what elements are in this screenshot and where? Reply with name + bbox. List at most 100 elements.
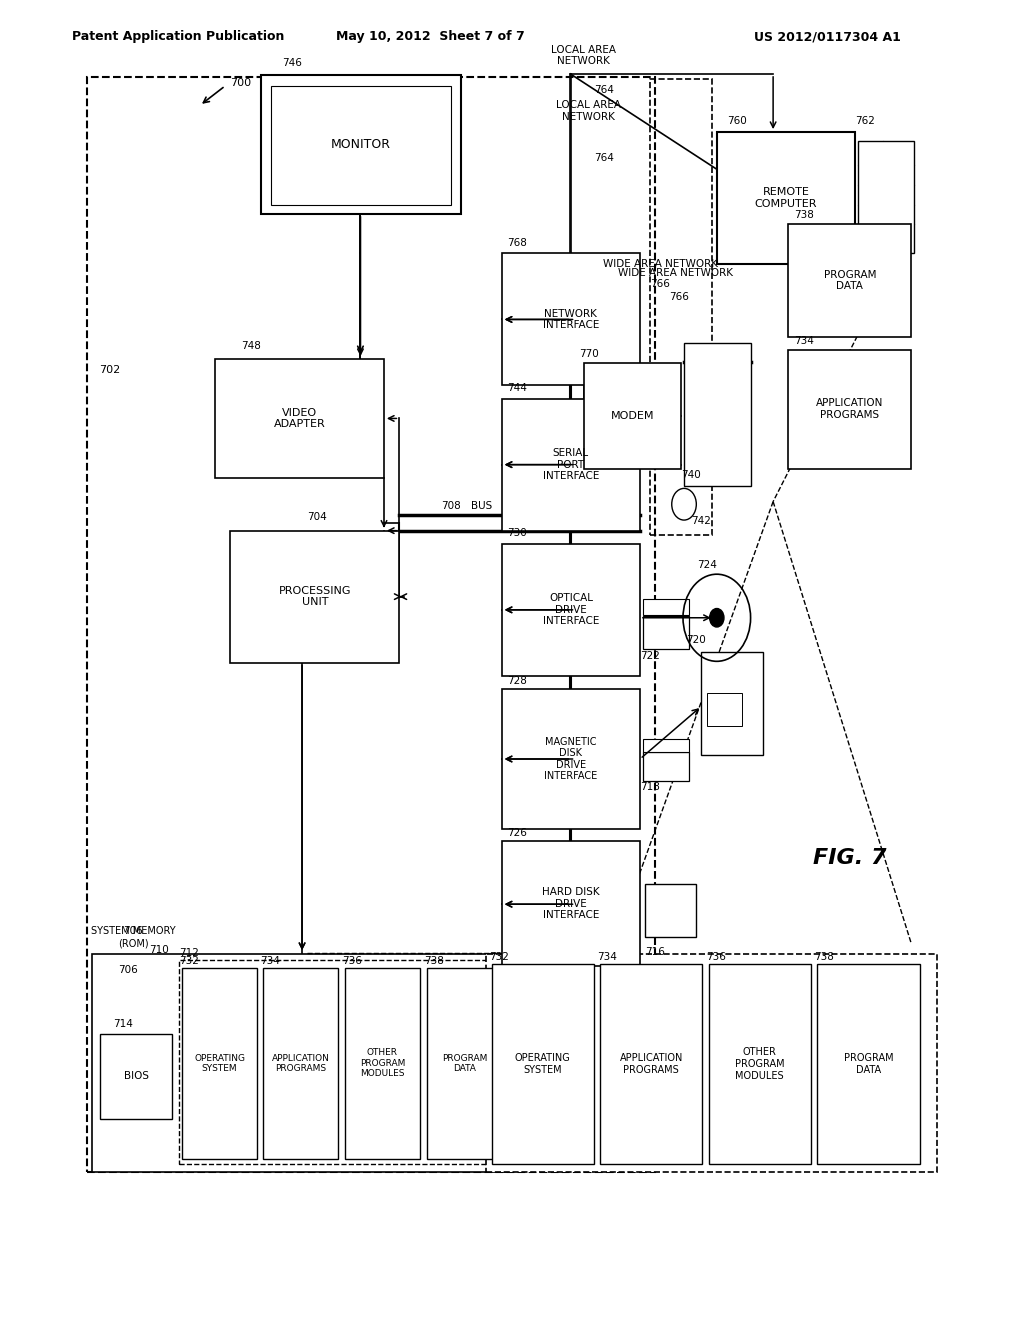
FancyBboxPatch shape [486,954,937,1172]
Text: US 2012/0117304 A1: US 2012/0117304 A1 [755,30,901,44]
Text: WIDE AREA NETWORK: WIDE AREA NETWORK [618,268,733,279]
Text: PROCESSING
UNIT: PROCESSING UNIT [279,586,351,607]
Text: 706: 706 [123,925,143,936]
Text: 700: 700 [230,78,251,88]
FancyBboxPatch shape [701,652,763,755]
Text: 724: 724 [696,560,717,570]
FancyBboxPatch shape [717,132,855,264]
FancyBboxPatch shape [643,752,689,781]
Text: 730: 730 [507,528,527,539]
Text: OPTICAL
DRIVE
INTERFACE: OPTICAL DRIVE INTERFACE [543,593,599,627]
FancyBboxPatch shape [643,599,689,615]
Text: MODEM: MODEM [610,411,654,421]
Text: 740: 740 [681,470,701,480]
Text: PROGRAM
DATA: PROGRAM DATA [844,1053,893,1074]
Text: MAGNETIC
DISK
DRIVE
INTERFACE: MAGNETIC DISK DRIVE INTERFACE [544,737,598,781]
Text: 732: 732 [488,952,509,962]
Text: 728: 728 [507,676,527,686]
FancyBboxPatch shape [684,343,751,486]
Text: 702: 702 [99,364,120,375]
Text: OPERATING
SYSTEM: OPERATING SYSTEM [515,1053,570,1074]
Text: 706: 706 [118,965,138,975]
Text: 734: 734 [260,956,281,966]
Text: 736: 736 [706,952,726,962]
Text: 704: 704 [307,512,328,523]
Text: REMOTE
COMPUTER: REMOTE COMPUTER [755,187,817,209]
Text: 720: 720 [686,635,707,645]
Text: PROGRAM
DATA: PROGRAM DATA [823,269,877,292]
Text: 736: 736 [342,956,362,966]
FancyBboxPatch shape [643,739,689,752]
Text: 732: 732 [179,956,200,966]
Text: 762: 762 [855,116,876,127]
Text: SERIAL
PORT
INTERFACE: SERIAL PORT INTERFACE [543,447,599,482]
Text: APPLICATION
PROGRAMS: APPLICATION PROGRAMS [620,1053,683,1074]
Text: WIDE AREA NETWORK: WIDE AREA NETWORK [603,259,718,269]
Text: 718: 718 [640,781,660,792]
Text: OTHER
PROGRAM
MODULES: OTHER PROGRAM MODULES [735,1047,784,1081]
Text: APPLICATION
PROGRAMS: APPLICATION PROGRAMS [816,399,884,420]
Text: 768: 768 [507,238,527,248]
FancyBboxPatch shape [709,964,811,1164]
Text: 742: 742 [691,516,712,527]
Text: 760: 760 [727,116,748,127]
FancyBboxPatch shape [643,616,689,649]
Text: 714: 714 [113,1019,133,1030]
FancyBboxPatch shape [858,141,914,253]
FancyBboxPatch shape [707,693,742,726]
Text: MONITOR: MONITOR [331,139,391,150]
Text: 748: 748 [241,341,261,351]
Text: 766: 766 [650,279,671,289]
Text: 734: 734 [794,335,814,346]
Text: 746: 746 [282,58,302,69]
Text: 710: 710 [148,945,169,956]
Text: APPLICATION
PROGRAMS: APPLICATION PROGRAMS [271,1053,330,1073]
Text: OTHER
PROGRAM
MODULES: OTHER PROGRAM MODULES [359,1048,406,1078]
Text: May 10, 2012  Sheet 7 of 7: May 10, 2012 Sheet 7 of 7 [336,30,524,44]
Text: 708: 708 [440,500,461,511]
FancyBboxPatch shape [261,75,461,214]
FancyBboxPatch shape [502,689,640,829]
Text: OPERATING
SYSTEM: OPERATING SYSTEM [195,1053,245,1073]
Text: 764: 764 [594,153,614,164]
Text: 770: 770 [579,348,599,359]
Circle shape [710,609,724,627]
FancyBboxPatch shape [502,253,640,385]
FancyBboxPatch shape [92,954,512,1172]
Text: 764: 764 [594,84,614,95]
FancyBboxPatch shape [230,531,399,663]
Text: PROGRAM
DATA: PROGRAM DATA [441,1053,487,1073]
Text: 738: 738 [794,210,814,220]
FancyBboxPatch shape [817,964,920,1164]
FancyBboxPatch shape [100,1034,172,1119]
FancyBboxPatch shape [182,968,257,1159]
Text: 744: 744 [507,383,527,393]
FancyBboxPatch shape [263,968,338,1159]
Text: 738: 738 [814,952,835,962]
Text: 712: 712 [179,948,200,958]
Text: HARD DISK
DRIVE
INTERFACE: HARD DISK DRIVE INTERFACE [542,887,600,920]
FancyBboxPatch shape [788,224,911,337]
FancyBboxPatch shape [427,968,502,1159]
FancyBboxPatch shape [215,359,384,478]
FancyBboxPatch shape [271,86,451,205]
Text: 722: 722 [640,651,660,661]
Text: LOCAL AREA
NETWORK: LOCAL AREA NETWORK [551,45,616,66]
FancyBboxPatch shape [492,964,594,1164]
Text: 766: 766 [669,292,689,302]
FancyBboxPatch shape [645,884,696,937]
Text: Patent Application Publication: Patent Application Publication [72,30,284,44]
Text: SYSTEM MEMORY
(ROM): SYSTEM MEMORY (ROM) [91,927,175,948]
Text: 716: 716 [645,946,666,957]
Text: BIOS: BIOS [124,1072,148,1081]
FancyBboxPatch shape [502,544,640,676]
Text: FIG. 7: FIG. 7 [813,847,887,869]
Text: 734: 734 [597,952,617,962]
FancyBboxPatch shape [584,363,681,469]
Text: 726: 726 [507,828,527,838]
Text: 738: 738 [424,956,444,966]
Text: BUS: BUS [471,500,492,511]
Text: NETWORK
INTERFACE: NETWORK INTERFACE [543,309,599,330]
FancyBboxPatch shape [502,841,640,966]
Text: LOCAL AREA
NETWORK: LOCAL AREA NETWORK [556,100,622,121]
